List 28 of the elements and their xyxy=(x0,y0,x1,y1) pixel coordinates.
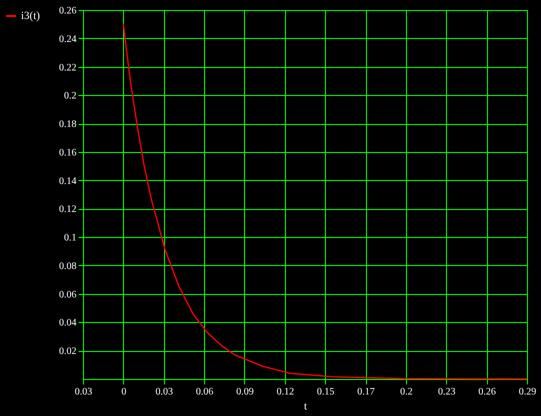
y-tick-label: 0.04 xyxy=(59,318,76,329)
x-tick-label: 0 xyxy=(121,386,126,398)
x-tick-label: 0.03 xyxy=(155,386,173,398)
y-tick-label: 0.14 xyxy=(59,176,76,187)
x-tick-label: 0.12 xyxy=(276,386,294,398)
x-tick-label: 0.03 xyxy=(74,386,92,398)
x-axis-title: t xyxy=(304,400,308,412)
x-tick-label: 0.29 xyxy=(518,386,536,398)
y-tick-label: 0.12 xyxy=(59,204,76,216)
line-series xyxy=(122,24,528,380)
y-tick-label: 0.02 xyxy=(59,346,76,358)
y-tick-label: 0.06 xyxy=(59,289,76,300)
y-tick-label: 0.08 xyxy=(59,260,76,272)
x-tick-label: 0.09 xyxy=(236,386,254,398)
y-tick-label: 0.16 xyxy=(59,147,76,158)
y-tick-label: 0.1 xyxy=(64,232,76,244)
x-tick-label: 0.15 xyxy=(316,386,334,398)
y-tick-label: 0.2 xyxy=(64,90,76,102)
legend-label: i3(t) xyxy=(21,10,40,22)
x-tick-label: 0.17 xyxy=(357,386,375,398)
x-tick-label: 0.23 xyxy=(438,386,456,398)
y-tick-label: 0.26 xyxy=(59,6,76,16)
y-tick-label: 0.22 xyxy=(59,62,76,74)
y-tick-label: 0.24 xyxy=(59,34,76,45)
x-tick-label: 0.06 xyxy=(196,386,214,398)
y-tick-label: 0.18 xyxy=(59,119,76,130)
x-tick-label: 0.2 xyxy=(400,386,413,398)
x-tick-label: 0.26 xyxy=(478,386,496,398)
